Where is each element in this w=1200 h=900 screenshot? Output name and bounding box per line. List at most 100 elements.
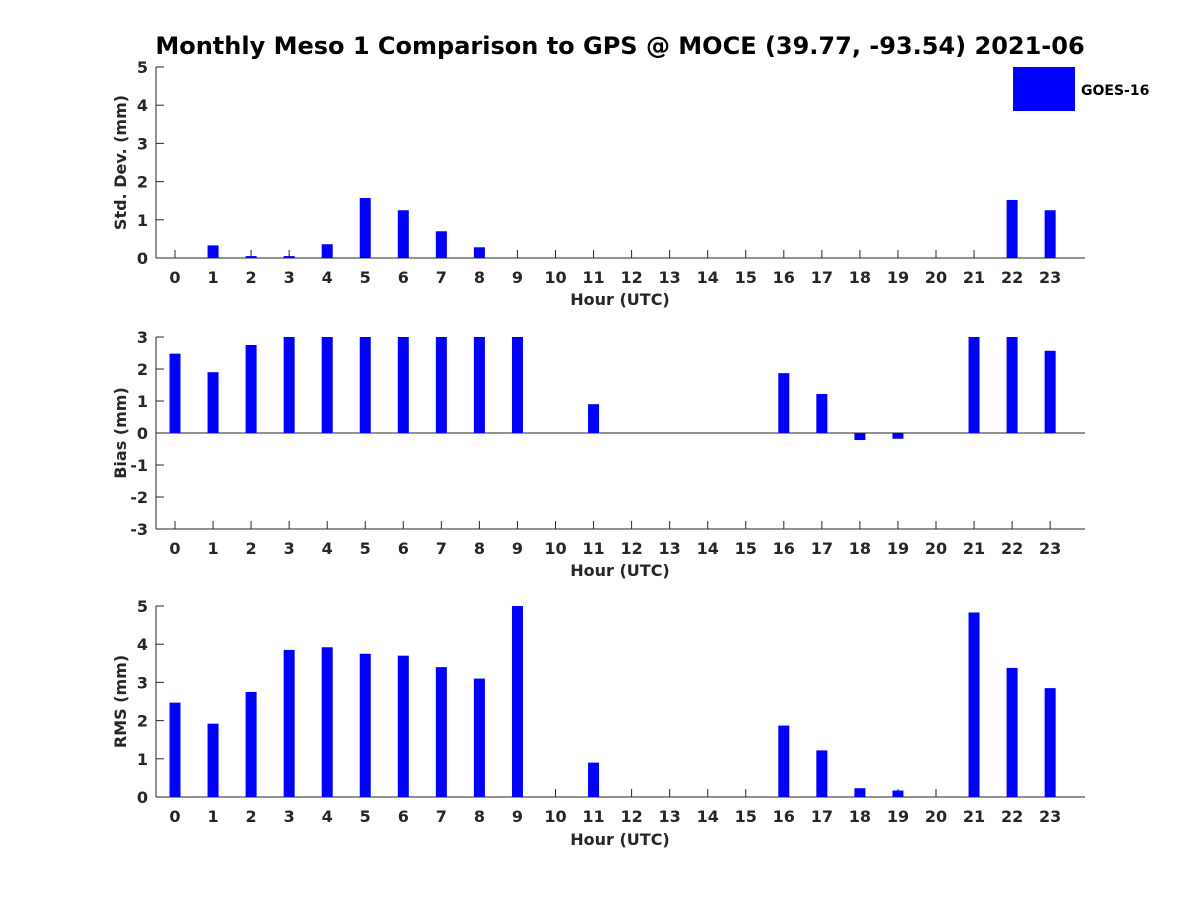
x-tick-label: 20 [925, 268, 947, 287]
x-tick-label: 21 [963, 539, 985, 558]
bar [169, 702, 181, 797]
bar [435, 231, 447, 258]
bar [511, 337, 523, 433]
x-tick-label: 13 [659, 539, 681, 558]
x-tick-label: 1 [207, 268, 218, 287]
bar [207, 245, 219, 258]
x-tick-label: 12 [620, 268, 642, 287]
x-tick-label: 2 [246, 807, 257, 826]
x-tick-label: 20 [925, 539, 947, 558]
bar [321, 244, 333, 258]
y-tick-label: 0 [137, 424, 148, 443]
bar [511, 606, 523, 797]
x-tick-label: 3 [284, 268, 295, 287]
x-tick-label: 2 [246, 539, 257, 558]
bar [588, 404, 600, 433]
bar [968, 612, 980, 797]
x-tick-label: 12 [620, 539, 642, 558]
x-tick-label: 0 [169, 268, 180, 287]
chart-title: Monthly Meso 1 Comparison to GPS @ MOCE … [155, 32, 1084, 60]
y-tick-label: 5 [137, 597, 148, 616]
bar [283, 256, 295, 258]
x-tick-label: 22 [1001, 539, 1023, 558]
x-tick-label: 23 [1039, 268, 1061, 287]
bar [245, 345, 257, 433]
bar [397, 210, 409, 258]
bar [245, 691, 257, 797]
x-tick-label: 15 [735, 807, 757, 826]
bar [397, 337, 409, 433]
x-tick-label: 10 [544, 807, 566, 826]
bar [1044, 350, 1056, 433]
x-tick-label: 4 [322, 268, 333, 287]
x-tick-label: 9 [512, 539, 523, 558]
y-tick-label: -1 [130, 456, 148, 475]
bar [169, 353, 181, 433]
bar [1044, 210, 1056, 258]
x-tick-label: 0 [169, 539, 180, 558]
y-tick-label: 5 [137, 58, 148, 77]
bar [321, 337, 333, 433]
x-tick-label: 7 [436, 807, 447, 826]
legend-swatch [1013, 67, 1075, 111]
x-tick-label: 5 [360, 807, 371, 826]
y-tick-label: 2 [137, 173, 148, 192]
x-tick-label: 16 [773, 268, 795, 287]
bar [892, 433, 904, 439]
x-tick-label: 12 [620, 807, 642, 826]
x-tick-label: 18 [849, 807, 871, 826]
x-tick-label: 11 [582, 268, 604, 287]
bar [473, 678, 485, 797]
legend-label: GOES-16 [1081, 83, 1149, 99]
x-tick-label: 23 [1039, 539, 1061, 558]
y-tick-label: 1 [137, 211, 148, 230]
bar [435, 667, 447, 797]
y-tick-label: 0 [137, 249, 148, 268]
bar [816, 750, 828, 797]
x-tick-label: 10 [544, 268, 566, 287]
x-tick-label: 1 [207, 807, 218, 826]
x-tick-label: 19 [887, 807, 909, 826]
x-tick-label: 21 [963, 807, 985, 826]
x-tick-label: 7 [436, 539, 447, 558]
y-tick-label: -2 [130, 488, 148, 507]
x-tick-label: 19 [887, 268, 909, 287]
x-tick-label: 23 [1039, 807, 1061, 826]
bar [359, 653, 371, 797]
x-tick-label: 3 [284, 539, 295, 558]
bar [854, 433, 866, 441]
x-tick-label: 14 [697, 268, 719, 287]
x-tick-label: 8 [474, 268, 485, 287]
x-tick-label: 15 [735, 539, 757, 558]
x-axis-label: Hour (UTC) [570, 561, 670, 580]
x-tick-label: 17 [811, 268, 833, 287]
bar [1006, 667, 1018, 797]
y-tick-label: 3 [137, 673, 148, 692]
bar [283, 337, 295, 433]
x-tick-label: 13 [659, 807, 681, 826]
x-tick-label: 8 [474, 539, 485, 558]
x-tick-label: 3 [284, 807, 295, 826]
x-tick-label: 5 [360, 539, 371, 558]
bar [207, 372, 219, 433]
x-tick-label: 0 [169, 807, 180, 826]
x-tick-label: 17 [811, 807, 833, 826]
bar [588, 762, 600, 797]
x-tick-label: 22 [1001, 268, 1023, 287]
bar [1044, 688, 1056, 797]
x-tick-label: 16 [773, 539, 795, 558]
y-tick-label: 1 [137, 392, 148, 411]
x-tick-label: 15 [735, 268, 757, 287]
y-tick-label: 4 [137, 96, 148, 115]
y-tick-label: 2 [137, 360, 148, 379]
bar [473, 337, 485, 433]
x-tick-label: 1 [207, 539, 218, 558]
x-tick-label: 18 [849, 268, 871, 287]
bar [854, 788, 866, 797]
x-tick-label: 14 [697, 539, 719, 558]
